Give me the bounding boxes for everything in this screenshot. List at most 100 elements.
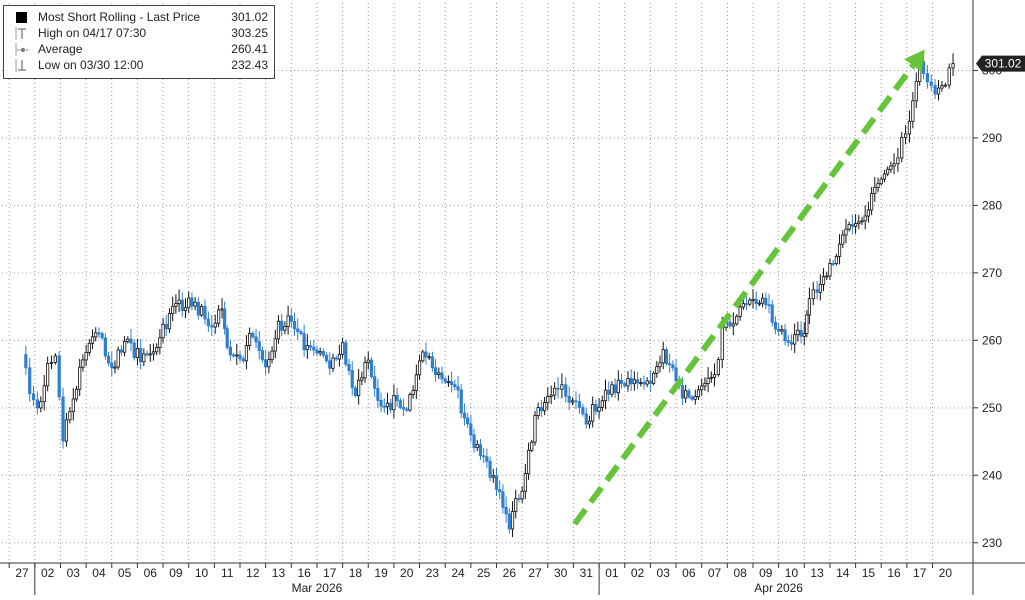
candle-body	[299, 331, 303, 335]
candle-body	[661, 349, 665, 364]
candle-body	[142, 353, 146, 363]
candle-body	[213, 322, 217, 328]
candle-body	[248, 332, 252, 346]
legend-high-label: High on 04/17 07:30	[38, 26, 147, 40]
x-tick-label: 19	[374, 566, 388, 580]
candle-body	[260, 350, 265, 361]
candle-body	[151, 351, 156, 355]
trend-arrow-head	[904, 49, 925, 73]
candle-body	[886, 168, 890, 175]
candle-body	[577, 401, 582, 408]
candle-body	[623, 383, 627, 387]
candle-body	[389, 402, 393, 411]
candle-body	[220, 308, 224, 311]
x-tick-label: 16	[297, 566, 311, 580]
candle-body	[155, 347, 159, 353]
candle-body	[879, 178, 883, 185]
candle-body	[49, 362, 54, 364]
candle-body	[289, 315, 293, 322]
candle-body	[193, 301, 197, 307]
candle-body	[546, 396, 550, 403]
candle-body	[97, 332, 101, 335]
candle-body	[276, 320, 281, 340]
candle-body	[635, 379, 640, 384]
candle-body	[264, 359, 268, 368]
low-marker-icon	[13, 59, 29, 72]
x-tick-label: 04	[92, 566, 106, 580]
x-tick-label: 13	[810, 566, 824, 580]
x-tick-label: 30	[554, 566, 568, 580]
candle-body	[570, 400, 575, 403]
candle-body	[257, 341, 261, 351]
x-tick-label: 02	[41, 566, 55, 580]
candle-body	[754, 298, 758, 304]
candle-body	[305, 345, 309, 351]
candle-body	[286, 315, 290, 327]
candle-body	[553, 387, 557, 396]
candle-body	[167, 313, 172, 330]
trend-arrow-shaft	[572, 63, 916, 526]
candle-body	[533, 415, 537, 443]
x-tick-label: 11	[221, 566, 234, 580]
candle-body	[64, 419, 69, 442]
candle-body	[110, 362, 114, 369]
candle-body	[267, 359, 271, 368]
candle-body	[273, 338, 277, 352]
candle-body	[556, 387, 560, 390]
candle-body	[818, 283, 822, 293]
candle-body	[456, 386, 460, 391]
x-tick-label: 09	[759, 566, 773, 580]
candle-body	[161, 323, 165, 339]
candle-body	[238, 354, 242, 360]
candle-body	[907, 120, 912, 135]
candle-body	[805, 314, 809, 334]
candle-body	[148, 353, 152, 356]
candle-body	[703, 382, 707, 387]
price-series	[24, 53, 955, 538]
candle-body	[84, 352, 88, 361]
x-tick-label: 20	[939, 566, 953, 580]
candle-body	[46, 362, 50, 387]
legend-low-value: 232.43	[231, 58, 268, 72]
high-marker-icon	[13, 27, 29, 40]
candle-body	[514, 498, 518, 512]
candle-body	[280, 320, 284, 331]
candle-body	[129, 338, 133, 344]
candle-body	[603, 389, 608, 402]
candle-body	[373, 376, 377, 389]
candle-body	[530, 441, 534, 451]
x-tick-label: 27	[15, 566, 29, 580]
candle-body	[783, 329, 787, 342]
x-tick-label: 07	[708, 566, 722, 580]
candle-body	[57, 355, 61, 398]
candle-body	[244, 345, 249, 362]
x-tick-label: 18	[349, 566, 363, 580]
candle-body	[363, 362, 367, 379]
candle-body	[567, 395, 571, 403]
candle-body	[587, 420, 592, 425]
candle-body	[414, 374, 418, 392]
candle-body	[74, 388, 79, 400]
candle-body	[664, 349, 669, 365]
candle-body	[433, 367, 438, 375]
candle-body	[145, 353, 149, 356]
candle-body	[398, 400, 402, 408]
candle-body	[860, 220, 864, 223]
candle-body	[71, 398, 75, 413]
candle-body	[716, 359, 720, 376]
candle-body	[443, 378, 447, 383]
candle-body	[331, 357, 335, 369]
candle-body	[417, 360, 422, 376]
grid-lines	[2, 3, 973, 563]
candle-body	[940, 85, 944, 89]
candle-body	[90, 336, 95, 344]
candle-body	[542, 402, 547, 412]
candle-body	[841, 234, 845, 245]
candle-body	[302, 333, 306, 351]
candle-body	[632, 379, 636, 385]
x-tick-label: 15	[862, 566, 876, 580]
candle-body	[712, 374, 717, 378]
candle-body	[770, 304, 774, 323]
